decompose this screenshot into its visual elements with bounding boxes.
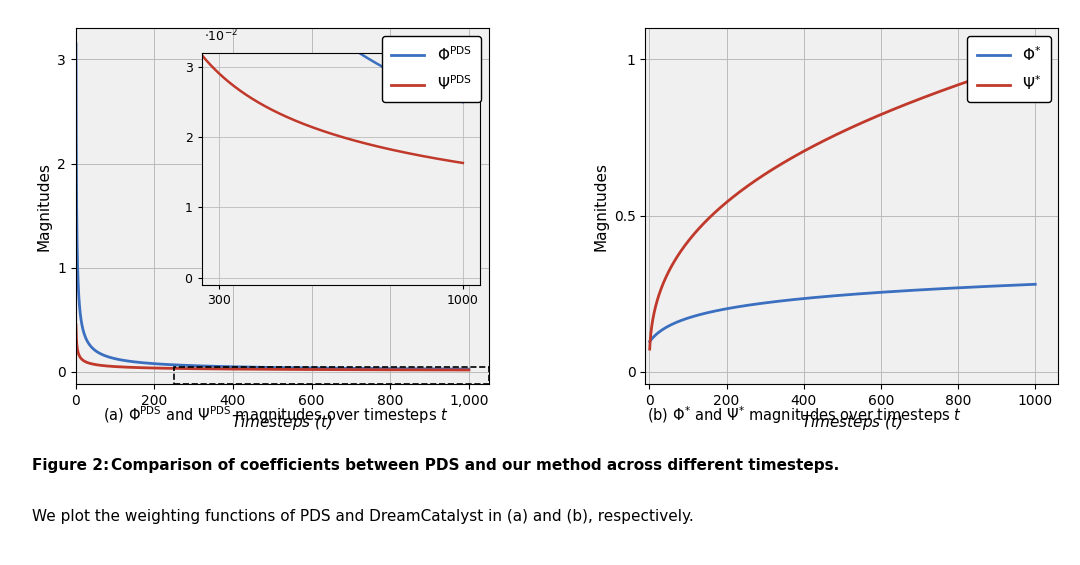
Y-axis label: Magnitudes: Magnitudes [593,162,608,251]
Text: We plot the weighting functions of PDS and DreamCatalyst in (a) and (b), respect: We plot the weighting functions of PDS a… [32,508,694,524]
X-axis label: Timesteps ($t$): Timesteps ($t$) [801,414,903,432]
X-axis label: Timesteps ($t$): Timesteps ($t$) [231,414,333,432]
Text: Comparison of coefficients between PDS and our method across different timesteps: Comparison of coefficients between PDS a… [111,458,839,473]
Legend: $\Phi^{*}$, $\Psi^{*}$: $\Phi^{*}$, $\Psi^{*}$ [968,36,1051,102]
Legend: $\Phi^{\mathrm{PDS}}$, $\Psi^{\mathrm{PDS}}$: $\Phi^{\mathrm{PDS}}$, $\Psi^{\mathrm{PD… [381,36,481,102]
Y-axis label: Magnitudes: Magnitudes [37,162,52,251]
Text: Figure 2:: Figure 2: [32,458,110,473]
Bar [174,367,488,384]
Text: (a) $\Phi^{\mathrm{PDS}}$ and $\Psi^{\mathrm{PDS}}$ magnitudes over timesteps $t: (a) $\Phi^{\mathrm{PDS}}$ and $\Psi^{\ma… [103,404,448,425]
Text: (b) $\Phi^{*}$ and $\Psi^{*}$ magnitudes over timesteps $t$: (b) $\Phi^{*}$ and $\Psi^{*}$ magnitudes… [647,404,962,425]
